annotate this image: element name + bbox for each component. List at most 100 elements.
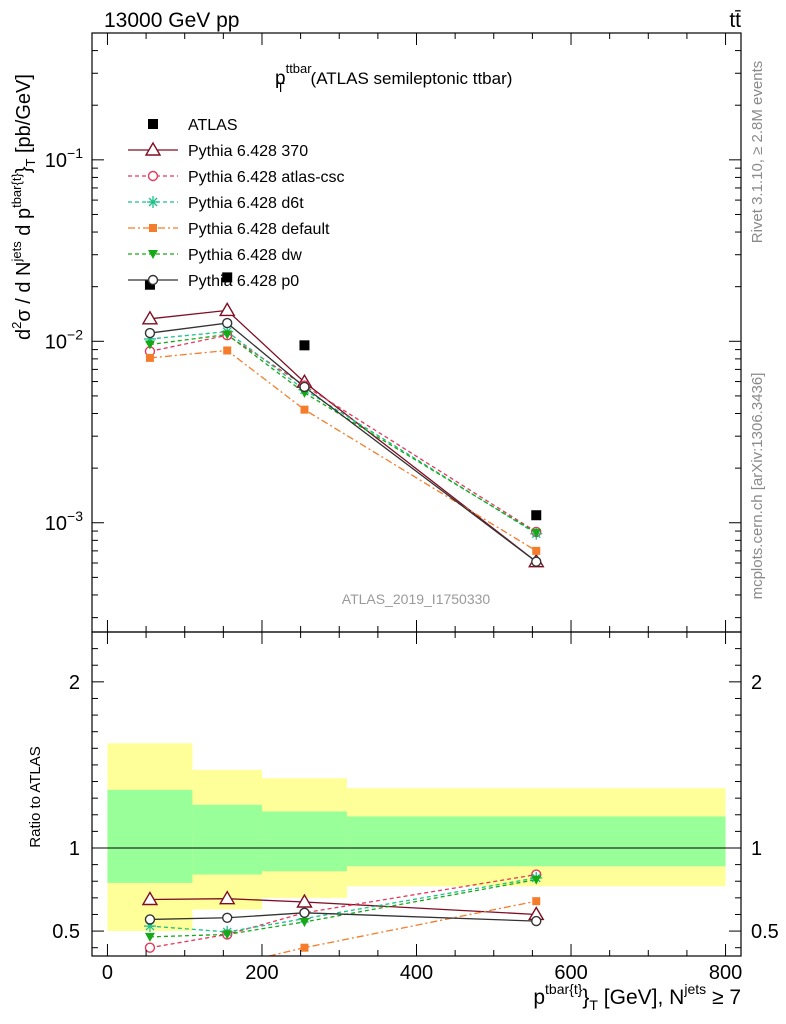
series-2-main-line [149,330,537,535]
legend-label-2: Pythia 6.428 d6t [188,195,304,212]
x-tick-label: 600 [554,962,587,984]
series-3-main-point [532,546,541,555]
series-3-ratio-point [223,962,231,970]
series-4-main-line [149,333,537,534]
ratio-tick-label-right: 0.5 [751,921,779,943]
series-5-ratio-point [144,914,156,925]
series-5-main-line [149,322,537,563]
legend-marker-2 [147,196,159,208]
series-5-main-point [222,317,233,329]
y-tick-base: 10 [45,150,67,172]
header-process-label: 13000 GeV pp [104,9,239,32]
legend-atlas-marker [148,119,158,129]
series-4-main-point [531,528,542,538]
ratio-markers [141,869,545,970]
y-tick-label: 10−2 [45,326,83,353]
series-4-ratio-point [222,930,233,940]
atlas-data-point [222,272,233,283]
series-3-main-point [145,353,154,362]
series-3-main-point [300,405,309,414]
stat-uncertainty-band [107,789,193,883]
series-3-ratio-line [266,900,537,956]
series-0-main-point [141,310,159,325]
series-5-ratio-point [531,915,542,927]
ratio-tick-label-right: 2 [751,672,762,694]
series-1-ratio-point [144,942,156,953]
title-sub: T [277,80,285,95]
series-3-main-line [149,349,537,552]
series-4-main-point [222,330,233,340]
uncertainty-bands [92,743,741,932]
y-tick-exponent: −2 [67,326,83,342]
y-tick-label: 10−1 [45,145,83,172]
stat-uncertainty-band [346,816,726,867]
series-3-ratio-point [300,943,309,952]
series-3-ratio-point [146,962,154,970]
series-5-ratio-point [299,907,310,918]
legend-marker-3 [149,224,157,232]
header-ttbar-label: tt̄ [729,9,741,32]
main-markers [141,272,545,568]
mcplots-label: mcplots.cern.ch [arXiv:1306.3436] [749,373,766,600]
legend-label-1: Pythia 6.428 atlas-csc [188,169,345,186]
y-tick-exponent: −1 [67,145,83,161]
legend-marker-5 [147,274,159,286]
analysis-watermark: ATLAS_2019_I1750330 [342,591,491,607]
ratio-tick-label-left: 1 [69,838,80,860]
ratio-tick-label-right: 1 [751,838,762,860]
main-lines [149,309,537,563]
ratio-tick-label-left: 2 [69,672,80,694]
title-sup: ttbar [286,61,313,76]
series-0-main-point [218,302,236,317]
series-3-ratio-point [532,897,541,906]
series-0-ratio-point [296,893,313,908]
ratio-y-axis-label: Ratio to ATLAS [27,746,44,847]
series-0-main-line [149,309,537,563]
series-5-main-point [531,556,542,567]
series-4-ratio-point [144,932,155,942]
series-5-main-point [299,381,310,393]
y-tick-base: 10 [45,513,67,535]
rivet-version-label: Rivet 3.1.10, ≥ 2.8M events [749,61,766,244]
title-p: p [275,68,286,89]
stat-uncertainty-band [192,804,262,875]
legend-label-0: Pythia 6.428 370 [188,143,308,160]
ratio-tick-label-left: 0.5 [52,921,80,943]
series-1-main-line [149,334,537,533]
series-5-ratio-line [149,912,537,922]
series-4-ratio-point [299,917,310,927]
y-tick-label: 10−3 [45,508,83,535]
series-1-ratio-line [149,873,537,949]
y-tick-exponent: −3 [67,508,83,524]
x-axis-label: ptbar{t}}T [GeV], Njets ≥ 7 [533,981,741,1013]
series-5-ratio-point [222,912,233,923]
atlas-data-point [531,510,542,521]
series-0-ratio-point [141,891,159,906]
legend-marker-0 [144,141,162,156]
mc-lines [149,309,537,956]
stat-uncertainty-band [261,811,347,872]
series-4-ratio-line [149,878,537,938]
atlas-data-point [144,279,155,290]
y-tick-base: 10 [45,331,67,353]
x-tick-label: 400 [400,962,433,984]
plot-title: pttbar T (ATLAS semileptonic ttbar) [275,61,512,95]
legend-label-3: Pythia 6.428 default [188,221,330,238]
title-rest: (ATLAS semileptonic ttbar) [311,69,513,88]
legend-atlas-label: ATLAS [188,117,238,134]
legend-label-4: Pythia 6.428 dw [188,247,302,264]
series-0-ratio-point [218,890,236,905]
main-y-axis-label: d2σ / d Njets d ptbar{t}}T [pb/GeV] [9,74,38,340]
mc-markers [141,272,545,970]
legend: ATLAS Pythia 6.428 370 Pythia 6.428 atlas-… [128,117,345,290]
x-tick-label: 0 [102,962,113,984]
x-tick-label: 200 [245,962,278,984]
legend-label-5: Pythia 6.428 p0 [188,273,299,290]
atlas-data-point [299,340,310,351]
legend-marker-1 [147,170,159,182]
series-4-ratio-point [531,875,542,885]
series-3-main-point [223,346,232,355]
series-4-main-point [144,340,155,350]
ratio-lines [149,873,537,956]
series-2-ratio-line [149,877,537,933]
